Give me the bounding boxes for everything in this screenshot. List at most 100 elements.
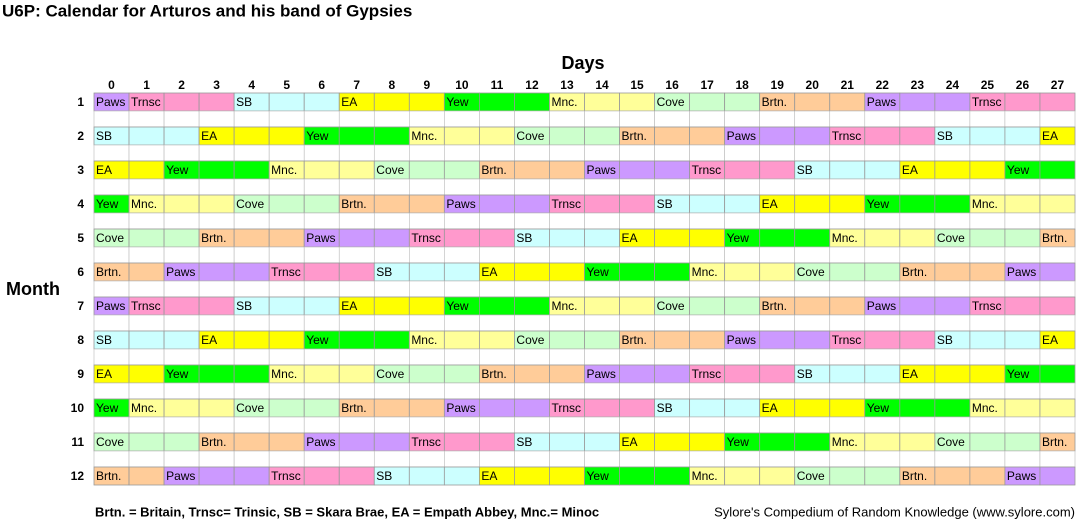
cell: [934, 466, 971, 486]
cell: [408, 398, 445, 418]
spacer-cell: [128, 382, 165, 400]
spacer-cell: [794, 212, 831, 230]
spacer-cell: [479, 416, 515, 434]
spacer-cell: [759, 110, 796, 128]
spacer-cell: [549, 212, 585, 230]
spacer-cell: [163, 314, 200, 332]
cell-label: Mnc.: [832, 231, 858, 245]
cell: [443, 228, 480, 248]
spacer-cell: [479, 178, 515, 196]
cell: [443, 466, 480, 486]
cell: [1004, 194, 1041, 214]
cell: [514, 364, 550, 384]
cell: [303, 398, 340, 418]
spacer-cell: [724, 416, 760, 434]
cell: [1039, 194, 1076, 214]
cell: [654, 126, 691, 146]
spacer-cell: [829, 280, 866, 298]
spacer-cell: [373, 450, 410, 468]
cell: [934, 262, 971, 282]
cell: [934, 160, 971, 180]
spacer-cell: [654, 280, 690, 298]
month-label: 12: [71, 469, 85, 483]
cell-label: EA: [201, 333, 217, 347]
spacer-cell: [268, 246, 305, 264]
cell: [969, 330, 1006, 350]
day-label: 7: [353, 78, 360, 92]
cell: [373, 92, 410, 112]
day-label: 11: [491, 78, 504, 92]
cell: [163, 228, 200, 248]
spacer-cell: [444, 314, 480, 332]
spacer-cell: [759, 178, 796, 196]
spacer-cell: [794, 450, 831, 468]
spacer-cell: [829, 212, 866, 230]
cell: [969, 364, 1006, 384]
cell-label: SB: [657, 401, 673, 415]
spacer-cell: [233, 178, 270, 196]
cell: [514, 466, 550, 486]
spacer-cell: [338, 314, 375, 332]
cell-label: EA: [762, 197, 778, 211]
spacer-cell: [654, 314, 690, 332]
cell-label: Trnsc: [551, 401, 581, 415]
spacer-cell: [969, 348, 1006, 366]
cell-label: Brtn.: [201, 435, 226, 449]
day-label: 17: [700, 78, 714, 92]
cell: [549, 364, 585, 384]
cell-label: EA: [201, 129, 217, 143]
cell: [338, 126, 375, 146]
spacer-cell: [864, 280, 901, 298]
spacer-cell: [584, 314, 620, 332]
spacer-cell: [584, 110, 620, 128]
spacer-cell: [268, 416, 305, 434]
spacer-cell: [584, 246, 620, 264]
spacer-cell: [409, 212, 445, 230]
cell: [829, 466, 866, 486]
cell: [338, 364, 375, 384]
cell: [899, 432, 936, 452]
cell: [584, 194, 620, 214]
spacer-cell: [444, 416, 480, 434]
spacer-cell: [1039, 450, 1076, 468]
cell-label: Paws: [96, 299, 125, 313]
spacer-cell: [128, 450, 165, 468]
cell: [233, 364, 270, 384]
spacer-cell: [198, 212, 235, 230]
cell: [268, 296, 305, 316]
spacer-cell: [899, 144, 936, 162]
spacer-cell: [128, 416, 165, 434]
cell-label: Mnc.: [271, 163, 297, 177]
spacer-cell: [233, 246, 270, 264]
cell-label: SB: [96, 333, 112, 347]
spacer-cell: [479, 246, 515, 264]
spacer-cell: [93, 382, 130, 400]
spacer-cell: [479, 212, 515, 230]
spacer-cell: [969, 450, 1006, 468]
cell: [1004, 330, 1041, 350]
cell: [619, 466, 655, 486]
spacer-cell: [654, 144, 690, 162]
spacer-cell: [899, 280, 936, 298]
cell: [899, 398, 936, 418]
cell: [654, 330, 691, 350]
cell-label: Trnsc: [972, 299, 1002, 313]
cell: [619, 364, 655, 384]
cell: [443, 262, 480, 282]
spacer-cell: [303, 110, 340, 128]
cell: [759, 364, 796, 384]
cell: [478, 398, 515, 418]
month-label: 3: [77, 163, 84, 177]
spacer-cell: [969, 416, 1006, 434]
spacer-cell: [444, 382, 480, 400]
cell: [759, 466, 796, 486]
spacer-cell: [409, 178, 445, 196]
spacer-cell: [934, 382, 971, 400]
cell: [303, 160, 340, 180]
spacer-cell: [409, 314, 445, 332]
spacer-cell: [338, 178, 375, 196]
cell: [864, 160, 901, 180]
spacer-cell: [549, 450, 585, 468]
cell: [443, 432, 480, 452]
cell-label: Yew: [1007, 367, 1030, 381]
